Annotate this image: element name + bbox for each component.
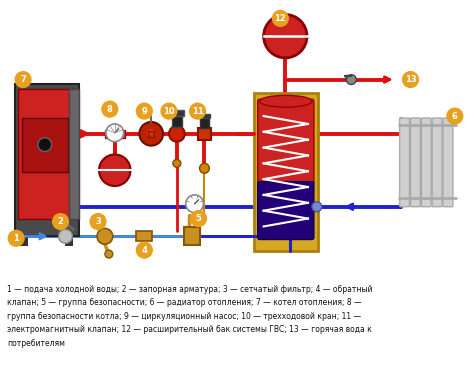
Circle shape <box>99 155 130 186</box>
Bar <box>65 236 73 246</box>
Circle shape <box>90 214 106 230</box>
Circle shape <box>186 195 203 213</box>
Text: 9: 9 <box>141 107 147 116</box>
Bar <box>199 114 210 118</box>
Text: 12: 12 <box>274 14 286 23</box>
FancyBboxPatch shape <box>258 182 314 239</box>
Text: 11: 11 <box>191 107 203 116</box>
Bar <box>198 128 211 140</box>
Circle shape <box>402 72 419 87</box>
Circle shape <box>106 124 124 142</box>
FancyBboxPatch shape <box>443 118 453 207</box>
Bar <box>105 130 125 138</box>
Bar <box>137 231 152 241</box>
Circle shape <box>137 242 152 258</box>
Circle shape <box>137 103 152 119</box>
Circle shape <box>139 122 163 146</box>
Text: 2: 2 <box>58 217 64 226</box>
Text: 1: 1 <box>13 234 19 243</box>
Text: 7: 7 <box>20 75 26 84</box>
Bar <box>20 236 28 246</box>
Circle shape <box>200 163 210 173</box>
Circle shape <box>15 72 31 87</box>
Text: 3: 3 <box>95 217 101 226</box>
Text: 5: 5 <box>196 214 201 223</box>
Circle shape <box>97 228 113 244</box>
Text: 13: 13 <box>405 75 416 84</box>
Circle shape <box>105 250 113 258</box>
Circle shape <box>447 108 463 124</box>
Text: 8: 8 <box>107 105 113 113</box>
FancyBboxPatch shape <box>400 118 410 207</box>
Bar <box>15 84 79 236</box>
Ellipse shape <box>260 95 312 107</box>
Bar <box>69 89 79 219</box>
Circle shape <box>169 126 185 142</box>
Circle shape <box>8 230 24 246</box>
Circle shape <box>346 75 356 84</box>
FancyBboxPatch shape <box>258 99 314 185</box>
Text: 4: 4 <box>141 245 147 254</box>
Bar <box>22 118 68 172</box>
FancyBboxPatch shape <box>432 118 442 207</box>
Text: 1 — подача холодной воды; 2 — запорная арматура; 3 — сетчатый фильтр; 4 — обратн: 1 — подача холодной воды; 2 — запорная а… <box>7 285 373 348</box>
Circle shape <box>53 214 68 230</box>
Text: 10: 10 <box>163 107 175 116</box>
Circle shape <box>173 159 181 167</box>
Bar <box>148 131 154 137</box>
FancyBboxPatch shape <box>410 118 420 207</box>
Circle shape <box>38 138 52 152</box>
FancyBboxPatch shape <box>421 118 431 207</box>
Text: 6: 6 <box>452 112 458 121</box>
Bar <box>170 110 184 116</box>
Circle shape <box>191 211 207 227</box>
Circle shape <box>312 202 322 211</box>
Circle shape <box>59 230 73 243</box>
Bar <box>184 227 200 245</box>
Circle shape <box>102 101 118 117</box>
Bar <box>18 89 76 219</box>
Bar <box>172 114 182 127</box>
Circle shape <box>273 11 288 26</box>
Circle shape <box>161 103 177 119</box>
Bar <box>200 116 210 128</box>
Circle shape <box>264 14 307 58</box>
Circle shape <box>146 129 156 139</box>
Circle shape <box>190 103 205 119</box>
Bar <box>254 93 318 251</box>
